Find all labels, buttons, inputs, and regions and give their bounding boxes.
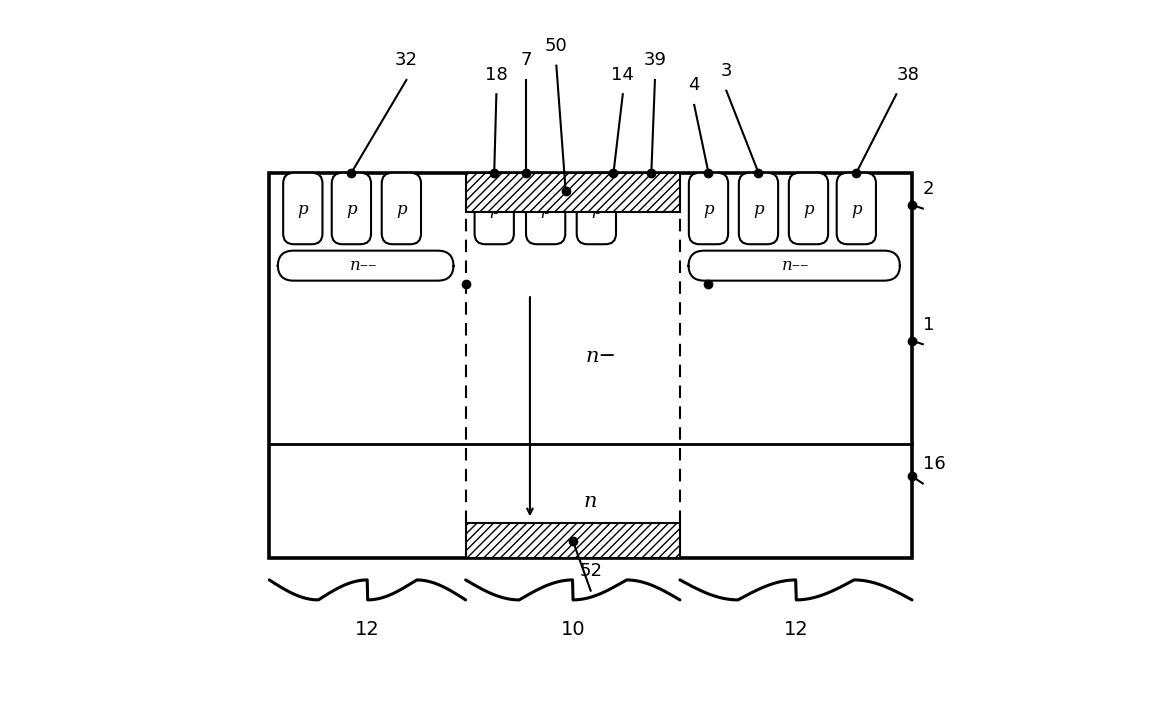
Text: n: n	[584, 492, 598, 511]
Text: 12: 12	[355, 620, 379, 639]
Text: 52: 52	[579, 562, 602, 580]
Text: p: p	[347, 201, 357, 219]
FancyBboxPatch shape	[789, 173, 829, 244]
Text: p: p	[396, 201, 406, 219]
FancyBboxPatch shape	[837, 173, 876, 244]
Text: 2: 2	[923, 180, 935, 198]
FancyBboxPatch shape	[475, 173, 513, 244]
Text: n––: n––	[350, 257, 378, 274]
Text: p: p	[803, 201, 813, 219]
Text: 18: 18	[485, 65, 508, 83]
FancyBboxPatch shape	[382, 173, 421, 244]
Text: p: p	[753, 201, 763, 219]
FancyBboxPatch shape	[284, 173, 322, 244]
Text: 4: 4	[689, 76, 700, 94]
Text: 32: 32	[394, 51, 418, 70]
Text: 7: 7	[520, 51, 532, 70]
Text: p: p	[540, 201, 551, 219]
FancyBboxPatch shape	[278, 251, 454, 280]
FancyBboxPatch shape	[331, 173, 371, 244]
Text: p: p	[591, 201, 602, 219]
Text: 3: 3	[720, 62, 732, 80]
FancyBboxPatch shape	[526, 173, 565, 244]
Text: p: p	[298, 201, 308, 219]
Bar	[466, 173, 680, 212]
FancyBboxPatch shape	[689, 173, 728, 244]
FancyBboxPatch shape	[576, 173, 616, 244]
FancyBboxPatch shape	[689, 251, 900, 280]
Text: 50: 50	[545, 37, 567, 55]
Text: 16: 16	[923, 455, 945, 473]
Text: 14: 14	[612, 65, 634, 83]
Text: p: p	[851, 201, 861, 219]
Text: p: p	[704, 201, 714, 219]
Text: 39: 39	[643, 51, 666, 70]
Text: 10: 10	[560, 620, 585, 639]
Bar	[270, 173, 913, 559]
Bar	[466, 523, 680, 559]
Text: 38: 38	[896, 65, 920, 83]
Text: n−: n−	[586, 347, 617, 366]
Text: 12: 12	[783, 620, 809, 639]
Text: p: p	[489, 201, 499, 219]
Text: n––: n––	[782, 257, 810, 274]
FancyBboxPatch shape	[739, 173, 778, 244]
Text: 1: 1	[923, 315, 934, 333]
